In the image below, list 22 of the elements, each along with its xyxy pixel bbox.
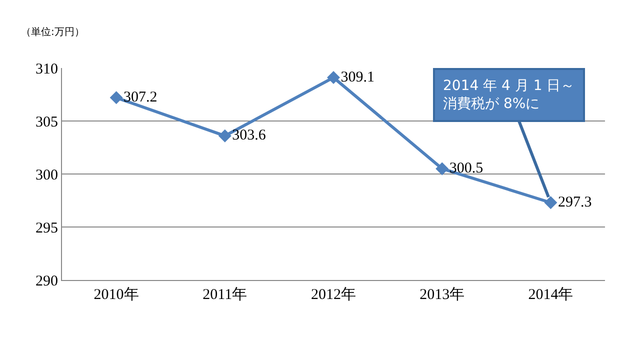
- x-tick-label: 2012年: [311, 286, 356, 303]
- x-tick-label: 2010年: [94, 286, 139, 303]
- y-tick-label: 310: [36, 61, 58, 78]
- point: [218, 129, 232, 142]
- x-tick-label: 2011年: [202, 286, 248, 303]
- annotation: 2014 年 4 月 1 日～消費税が 8%に: [443, 78, 575, 112]
- x-tick-label: 2013年: [420, 286, 465, 303]
- data-label: 297.3: [558, 194, 592, 210]
- point: [544, 196, 558, 210]
- point: [436, 162, 449, 176]
- y-tick-label: 305: [36, 114, 58, 130]
- y-tick-label: 295: [36, 220, 58, 236]
- point: [110, 91, 123, 104]
- y-tick-label: 290: [36, 273, 58, 290]
- text: （単位:万円）: [21, 26, 84, 38]
- data-label: 300.5: [449, 160, 484, 176]
- data-label: 303.6: [232, 128, 266, 144]
- data-label: 307.2: [124, 89, 158, 106]
- x-tick-label: 2014年: [528, 286, 574, 303]
- point: [327, 71, 340, 84]
- y-tick-label: 300: [36, 167, 58, 184]
- data-label: 309.1: [340, 69, 374, 86]
